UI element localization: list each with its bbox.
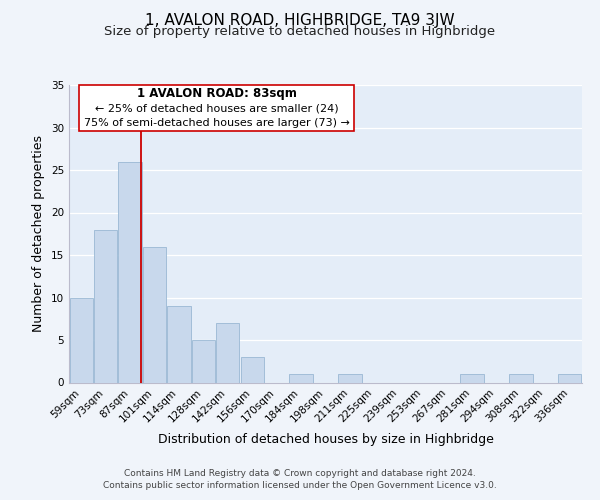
Bar [509, 374, 533, 382]
Bar [143, 246, 166, 382]
Bar [558, 374, 581, 382]
Bar [338, 374, 362, 382]
Y-axis label: Number of detached properties: Number of detached properties [32, 135, 46, 332]
Bar [118, 162, 142, 382]
Bar [216, 323, 239, 382]
Bar [167, 306, 191, 382]
Text: 75% of semi-detached houses are larger (73) →: 75% of semi-detached houses are larger (… [83, 118, 349, 128]
Bar [241, 357, 264, 382]
Bar [94, 230, 117, 382]
Bar [289, 374, 313, 382]
Text: ← 25% of detached houses are smaller (24): ← 25% of detached houses are smaller (24… [95, 103, 338, 113]
Bar [192, 340, 215, 382]
X-axis label: Distribution of detached houses by size in Highbridge: Distribution of detached houses by size … [158, 432, 493, 446]
Text: 1 AVALON ROAD: 83sqm: 1 AVALON ROAD: 83sqm [137, 87, 296, 100]
Text: Contains HM Land Registry data © Crown copyright and database right 2024.: Contains HM Land Registry data © Crown c… [124, 469, 476, 478]
Text: 1, AVALON ROAD, HIGHBRIDGE, TA9 3JW: 1, AVALON ROAD, HIGHBRIDGE, TA9 3JW [145, 12, 455, 28]
Bar [70, 298, 93, 382]
Bar [460, 374, 484, 382]
FancyBboxPatch shape [79, 85, 354, 131]
Text: Size of property relative to detached houses in Highbridge: Size of property relative to detached ho… [104, 25, 496, 38]
Text: Contains public sector information licensed under the Open Government Licence v3: Contains public sector information licen… [103, 481, 497, 490]
